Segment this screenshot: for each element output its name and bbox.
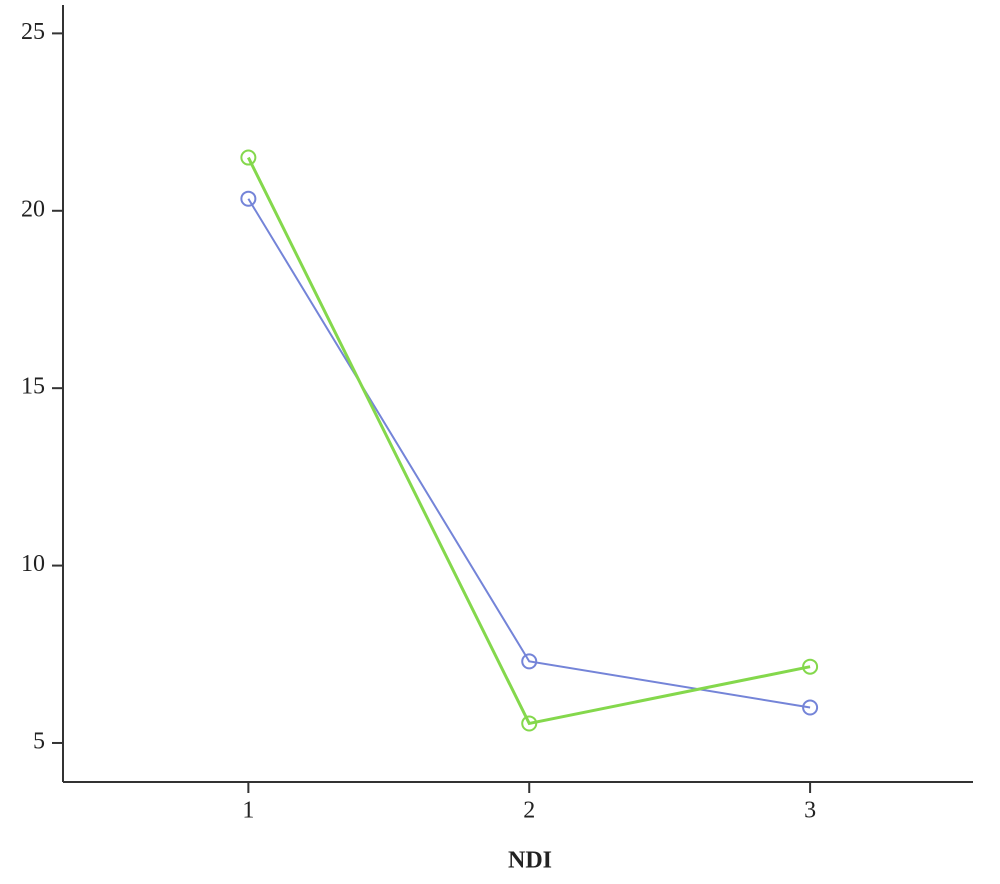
point <box>521 715 538 732</box>
y-tick-label: 5 <box>33 728 45 754</box>
point <box>802 699 819 716</box>
point <box>240 190 257 207</box>
y-tick-label: 10 <box>21 551 45 577</box>
y-tick-label: 15 <box>21 374 45 400</box>
point <box>240 149 257 166</box>
point <box>802 658 819 675</box>
x-tick-label: 3 <box>804 798 816 824</box>
x-tick-label: 2 <box>523 798 535 824</box>
y-tick-label: 25 <box>21 19 45 45</box>
x-axis-label: NDI <box>508 848 552 874</box>
point <box>521 653 538 670</box>
series-line <box>247 156 811 726</box>
series-line <box>247 198 811 709</box>
y-tick-label: 20 <box>21 196 45 222</box>
x-tick-label: 1 <box>242 798 254 824</box>
